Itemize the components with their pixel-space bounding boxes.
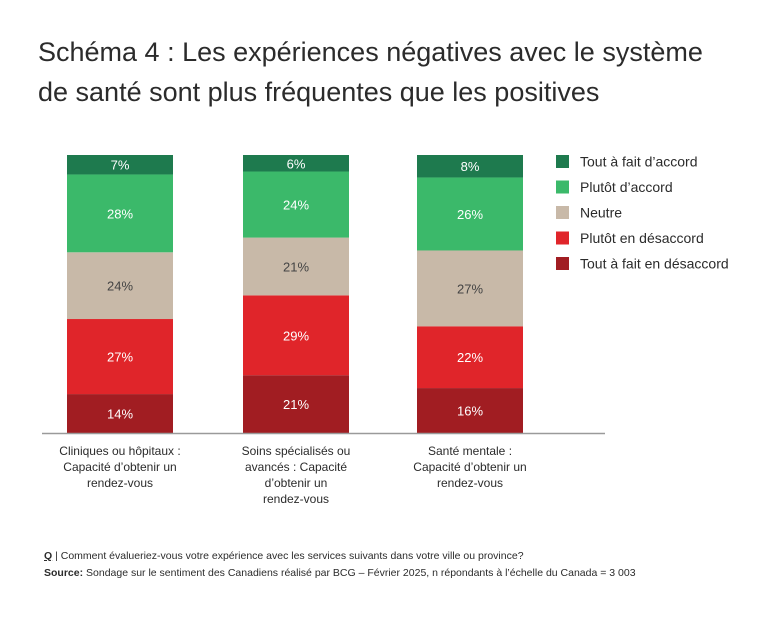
bar-segment-neutre-1 bbox=[67, 252, 173, 320]
data-label: 24% bbox=[283, 198, 309, 213]
title-line-2: de santé sont plus fréquentes que les po… bbox=[38, 77, 600, 107]
bar-segment-tout-a-fait-d-accord-3 bbox=[417, 155, 523, 178]
legend-swatch-tout-a-fait-en-desaccord bbox=[556, 257, 569, 270]
legend-swatch-plutot-en-desaccord bbox=[556, 231, 569, 245]
question-note: Q | Comment évalueriez-vous votre expéri… bbox=[44, 548, 744, 565]
bar-segment-plutot-d-accord-1 bbox=[67, 174, 173, 253]
data-label: 21% bbox=[283, 259, 309, 274]
bar-segment-plutot-en-desaccord-3 bbox=[417, 326, 523, 389]
data-label: 22% bbox=[457, 350, 483, 365]
bar-segment-plutot-en-desaccord-2 bbox=[243, 295, 349, 376]
source-note: Source: Sondage sur le sentiment des Can… bbox=[44, 565, 744, 582]
source-label: Source: bbox=[44, 567, 84, 579]
chart-footer: Q | Comment évalueriez-vous votre expéri… bbox=[44, 548, 744, 582]
bar-segment-neutre-3 bbox=[417, 250, 523, 327]
question-label: Q bbox=[44, 550, 53, 562]
legend-label-tout-a-fait-en-desaccord: Tout à fait en désaccord bbox=[580, 256, 729, 272]
data-label: 24% bbox=[107, 279, 133, 294]
bar-segment-plutot-d-accord-2 bbox=[243, 171, 349, 238]
bar-segment-plutot-d-accord-3 bbox=[417, 177, 523, 251]
legend-label-plutot-en-desaccord: Plutôt en désaccord bbox=[580, 230, 704, 246]
data-label: 29% bbox=[283, 328, 309, 343]
legend-label-neutre: Neutre bbox=[580, 205, 622, 221]
data-label: 27% bbox=[457, 281, 483, 296]
title-line-1: Schéma 4 : Les expériences négatives ave… bbox=[38, 37, 703, 67]
category-label-2: Soins spécialisés ou avancés : Capacité d’… bbox=[242, 444, 351, 506]
data-label: 28% bbox=[107, 206, 133, 221]
legend-label-tout-a-fait-d-accord: Tout à fait d’accord bbox=[580, 154, 698, 170]
data-label: 8% bbox=[461, 159, 480, 174]
bar-segment-tout-a-fait-d-accord-2 bbox=[243, 155, 349, 172]
page-title: Schéma 4 : Les expériences négatives ave… bbox=[38, 32, 738, 112]
legend-swatch-neutre bbox=[556, 206, 569, 219]
data-label: 21% bbox=[283, 397, 309, 412]
data-label: 6% bbox=[287, 156, 306, 171]
bar-segment-plutot-en-desaccord-1 bbox=[67, 319, 173, 395]
legend-swatch-tout-a-fait-d-accord bbox=[556, 155, 569, 168]
question-text: | Comment évalueriez-vous votre expérien… bbox=[52, 550, 524, 562]
data-label: 26% bbox=[457, 207, 483, 222]
bar-segment-neutre-2 bbox=[243, 237, 349, 296]
data-label: 27% bbox=[107, 350, 133, 365]
bar-segment-tout-a-fait-en-desaccord-1 bbox=[67, 394, 173, 433]
data-label: 16% bbox=[457, 404, 483, 419]
bar-segment-tout-a-fait-en-desaccord-2 bbox=[243, 375, 349, 433]
category-label-3: Santé mentale : Capacité d’obtenir un rend… bbox=[413, 444, 526, 490]
source-text: Sondage sur le sentiment des Canadiens r… bbox=[83, 567, 636, 579]
stacked-bar-chart: 14% 27% 24% 28% 7% Cliniques ou hôpitaux : Cap… bbox=[42, 154, 729, 506]
legend-label-plutot-d-accord: Plutôt d’accord bbox=[580, 179, 673, 195]
legend-swatch-plutot-d-accord bbox=[556, 180, 569, 194]
category-label-1: Cliniques ou hôpitaux : Capacité d’obteni… bbox=[59, 444, 180, 490]
bar-segment-tout-a-fait-d-accord-1 bbox=[67, 155, 173, 175]
data-label: 14% bbox=[107, 407, 133, 422]
data-label: 7% bbox=[111, 158, 130, 173]
bar-segment-tout-a-fait-en-desaccord-3 bbox=[417, 388, 523, 433]
